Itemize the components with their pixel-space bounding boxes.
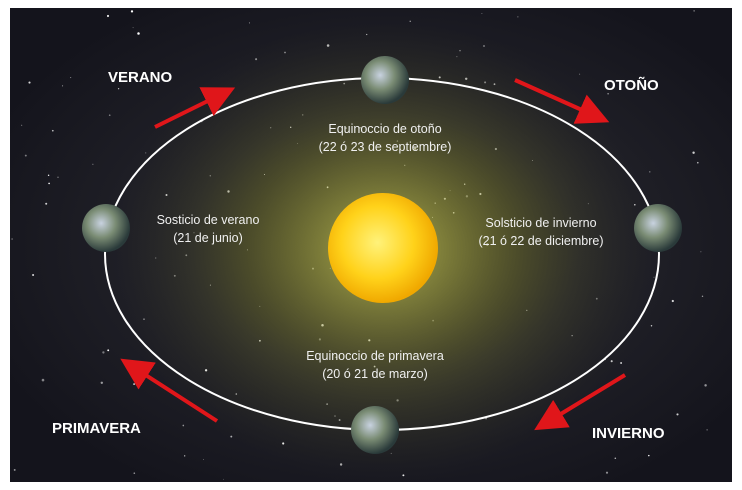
star [651, 325, 652, 326]
star [11, 238, 13, 240]
star [649, 171, 650, 172]
star [692, 152, 694, 154]
star [133, 383, 135, 385]
star [615, 458, 617, 460]
star [57, 177, 58, 178]
earth-autumn [361, 56, 409, 104]
position-date: (21 ó 22 de diciembre) [478, 234, 603, 248]
star [133, 27, 134, 28]
star [704, 384, 706, 386]
star [28, 82, 30, 84]
star [676, 413, 678, 415]
position-label: Equinoccio de otoño [328, 122, 441, 136]
star [672, 300, 674, 302]
position-label: Sosticio de verano [157, 213, 260, 227]
star [52, 130, 54, 132]
diagram: VERANO OTOÑO PRIMAVERA INVIERNO Equinocc… [0, 0, 742, 490]
season-label: OTOÑO [604, 76, 659, 94]
star [25, 155, 27, 157]
star [14, 469, 16, 471]
earth-summer [82, 204, 130, 252]
star [48, 183, 50, 185]
position-date: (21 de junio) [173, 231, 243, 245]
star [184, 455, 185, 456]
star [48, 175, 49, 176]
star [70, 77, 71, 78]
star [648, 455, 649, 456]
star [697, 162, 699, 164]
star [700, 251, 701, 252]
star [92, 164, 93, 165]
position-date: (20 ó 21 de marzo) [322, 367, 428, 381]
star [579, 74, 580, 75]
season-label: INVIERNO [592, 425, 665, 442]
star [42, 379, 45, 382]
star [118, 88, 119, 89]
star [620, 362, 622, 364]
star [706, 429, 707, 430]
star [32, 274, 34, 276]
star [223, 479, 224, 480]
star [517, 16, 518, 17]
position-label: Equinoccio de primavera [306, 349, 444, 363]
star [107, 349, 109, 351]
season-label: VERANO [108, 69, 173, 86]
page: VERANO OTOÑO PRIMAVERA INVIERNO Equinocc… [0, 0, 742, 490]
star [131, 10, 133, 12]
position-label: Solsticio de invierno [485, 216, 596, 230]
star [45, 203, 47, 205]
star [606, 472, 608, 474]
star [702, 296, 703, 297]
star [481, 13, 482, 14]
earth-winter [634, 204, 682, 252]
sun [328, 193, 438, 303]
star [182, 425, 184, 427]
star [101, 382, 103, 384]
star [203, 459, 204, 460]
star [693, 10, 694, 11]
season-label: PRIMAVERA [52, 420, 141, 437]
star [21, 125, 22, 126]
star [107, 15, 109, 17]
star [249, 22, 250, 23]
star [102, 351, 104, 353]
star [134, 472, 136, 474]
star [109, 114, 111, 116]
star [137, 32, 140, 35]
position-date: (22 ó 23 de septiembre) [319, 140, 452, 154]
earth-spring [351, 406, 399, 454]
star [654, 277, 655, 278]
star [62, 85, 63, 86]
